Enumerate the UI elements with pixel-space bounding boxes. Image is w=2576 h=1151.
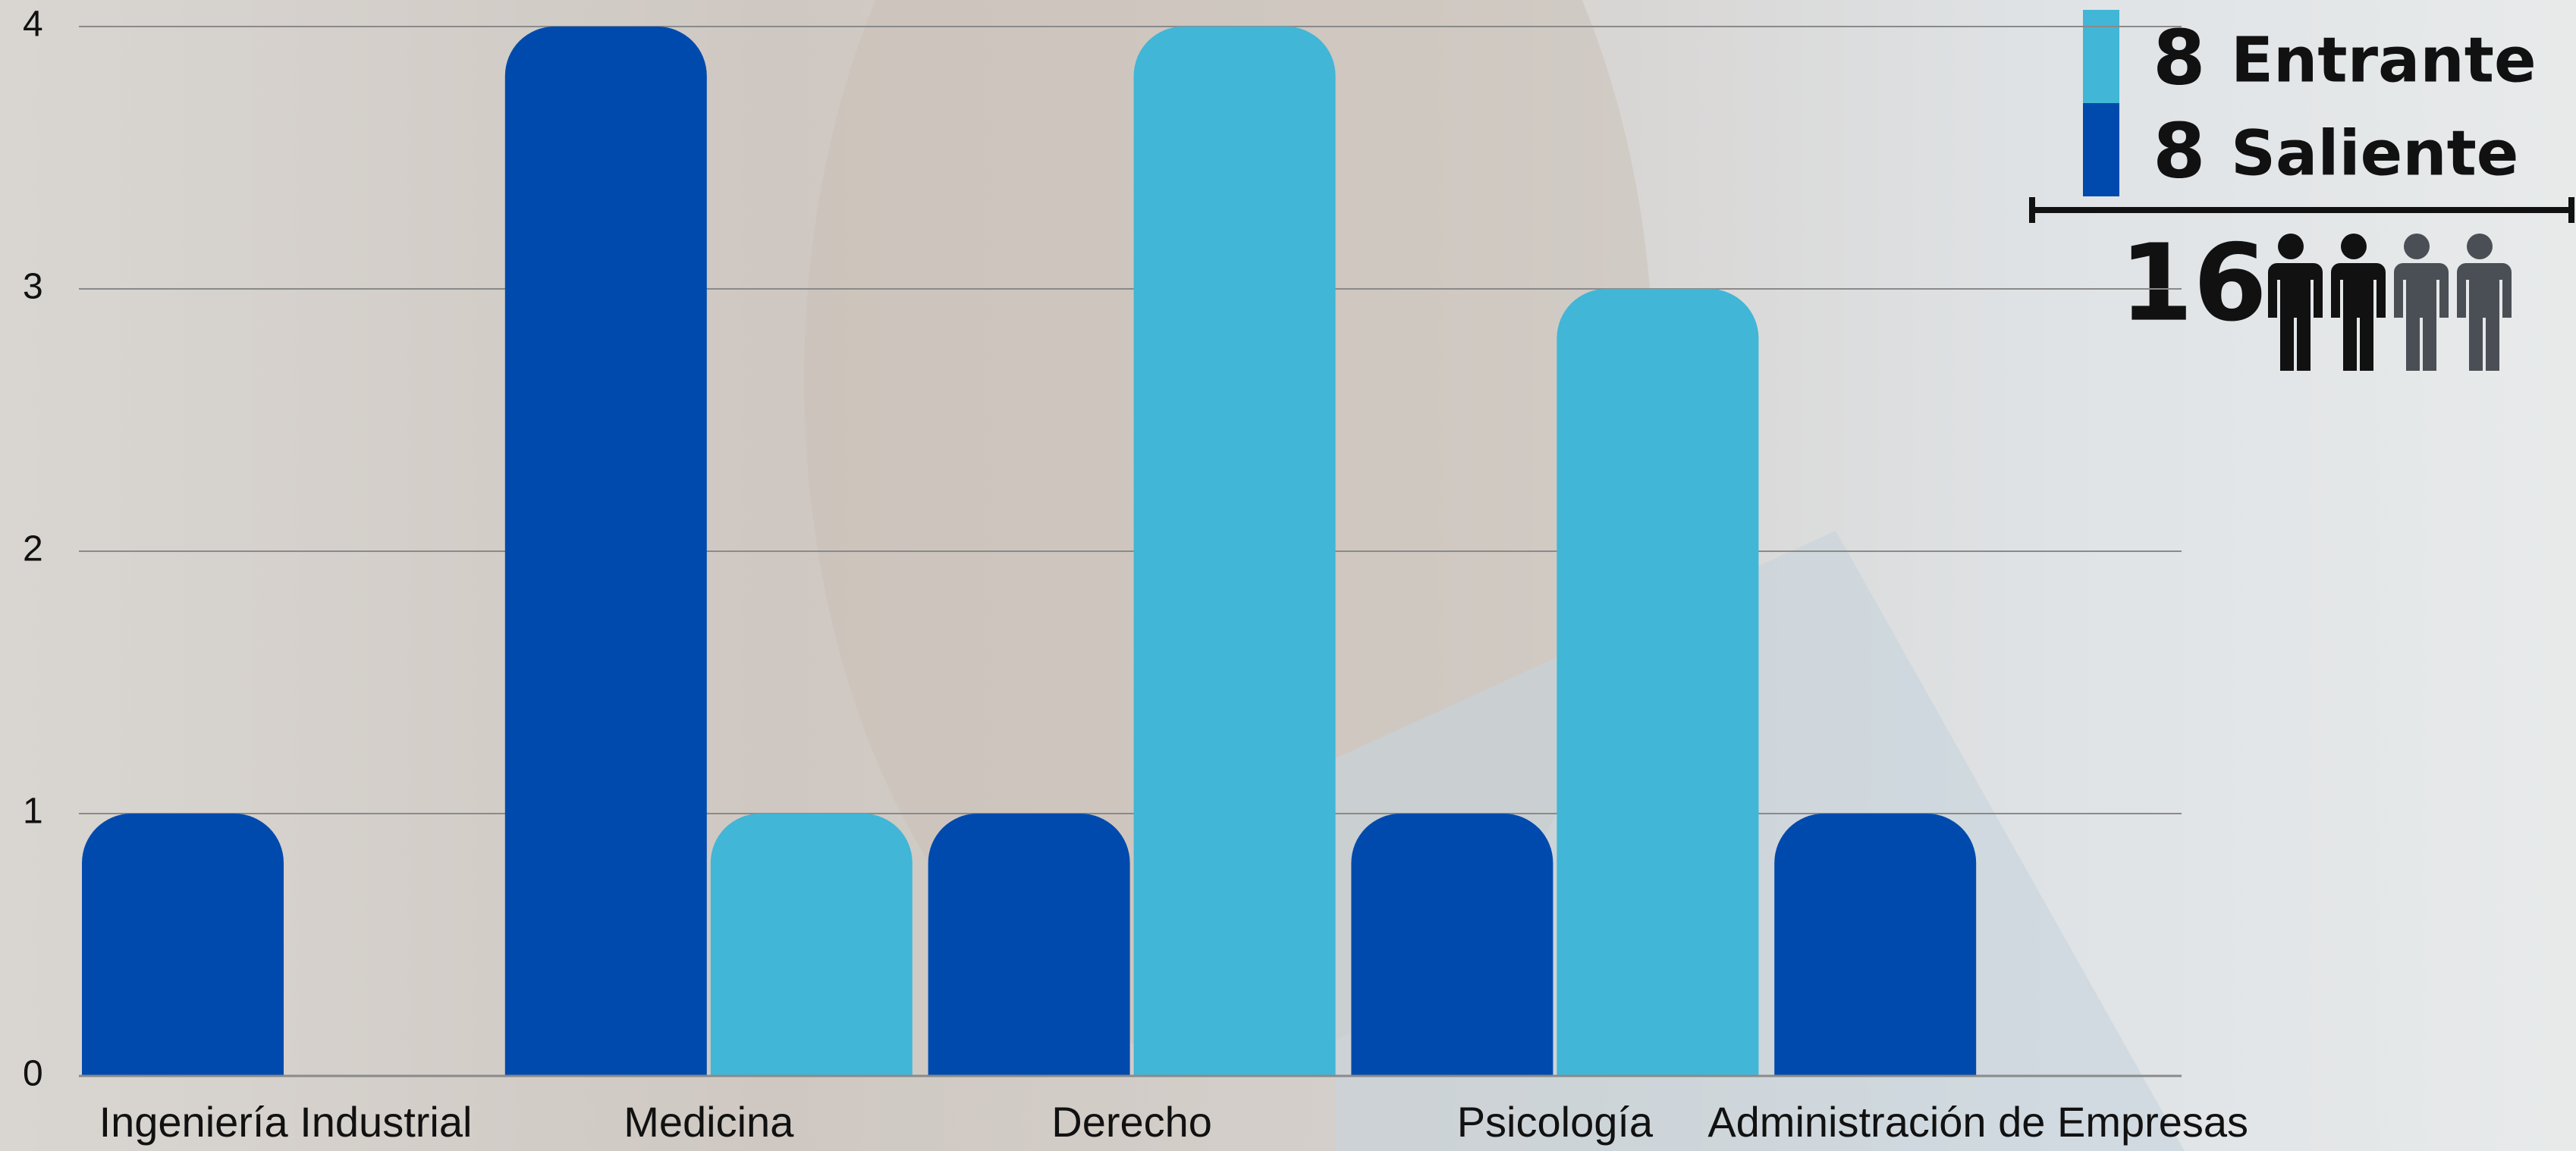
y-tick-label: 1 xyxy=(23,792,43,832)
x-tick-label: Psicología xyxy=(1457,1098,1654,1146)
y-tick-label: 4 xyxy=(23,5,43,45)
x-tick-label: Medicina xyxy=(624,1098,794,1146)
x-tick-label: Ingeniería Industrial xyxy=(99,1098,473,1146)
y-tick-label: 2 xyxy=(23,529,43,569)
y-tick-label: 0 xyxy=(23,1054,43,1094)
bar xyxy=(928,814,1130,1076)
grand-total: 16 xyxy=(2119,222,2267,346)
bar xyxy=(711,814,913,1076)
page: {"chart_data": {"type": "bar", "categori… xyxy=(0,0,2576,1151)
bar xyxy=(1134,27,1336,1076)
legend-swatch xyxy=(2083,103,2119,196)
legend-label: Saliente xyxy=(2231,118,2518,190)
legend-label: Entrante xyxy=(2231,24,2537,96)
chart: 16 8Saliente8Entrante 01234Ingeniería In… xyxy=(0,0,2576,1151)
bar xyxy=(505,27,707,1076)
x-tick-label: Derecho xyxy=(1051,1098,1212,1146)
legend-total: 8 xyxy=(2153,106,2206,195)
bar xyxy=(1774,814,1976,1076)
legend-swatch xyxy=(2083,10,2119,103)
bar xyxy=(1557,289,1758,1076)
bar xyxy=(1351,814,1553,1076)
x-tick-label: Administración de Empresas xyxy=(1707,1098,2248,1146)
bar xyxy=(82,814,284,1076)
y-tick-label: 3 xyxy=(23,267,43,307)
